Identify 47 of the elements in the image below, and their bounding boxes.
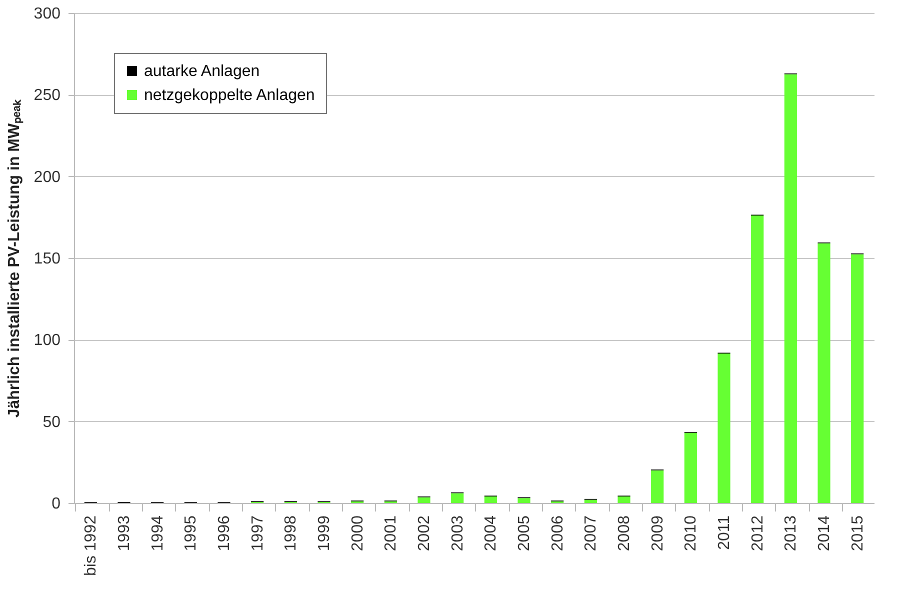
bar xyxy=(784,74,797,503)
x-tick-label: 2003 xyxy=(449,515,466,552)
x-tick-label: 2012 xyxy=(749,515,766,552)
bar xyxy=(484,496,497,503)
bar xyxy=(751,216,764,503)
x-tick-label: 2008 xyxy=(616,515,633,552)
x-tick-label: 1993 xyxy=(116,515,133,552)
x-tick-label: 2010 xyxy=(682,515,700,552)
bar xyxy=(518,498,530,503)
bar xyxy=(818,243,830,503)
x-tick-label: 2000 xyxy=(349,515,366,552)
bar xyxy=(618,496,630,503)
x-tick-label: 2004 xyxy=(482,515,500,552)
bar xyxy=(418,497,430,503)
legend-label: netzgekoppelte Anlagen xyxy=(144,87,315,104)
y-tick-label: 300 xyxy=(34,6,61,22)
bar xyxy=(451,493,464,503)
x-tick-label: 1995 xyxy=(182,515,200,552)
x-tick-label: 2009 xyxy=(649,515,666,552)
x-tick-label: 2013 xyxy=(782,515,800,552)
y-tick-label: 150 xyxy=(34,250,61,268)
bar xyxy=(718,354,730,503)
x-tick-label: 2007 xyxy=(582,515,600,552)
x-tick-label: 2005 xyxy=(516,515,533,552)
bar xyxy=(684,432,697,503)
x-tick-label: 1996 xyxy=(216,515,233,552)
y-tick-label: 100 xyxy=(34,332,61,350)
x-tick-label: 1994 xyxy=(149,515,166,552)
x-tick-label: 1999 xyxy=(316,515,333,552)
x-tick-label: 1997 xyxy=(249,515,266,552)
legend-label: autarke Anlagen xyxy=(144,63,260,80)
bar xyxy=(651,470,664,503)
y-tick-label: 250 xyxy=(34,87,61,104)
x-tick-label: 2001 xyxy=(382,515,400,552)
x-tick-label: 2015 xyxy=(849,515,866,552)
x-tick-label: 2011 xyxy=(716,515,733,550)
x-tick-label: 2002 xyxy=(416,515,433,552)
x-tick-label: 2014 xyxy=(816,515,833,552)
y-tick-label: 50 xyxy=(42,414,61,431)
x-tick-label: 1998 xyxy=(282,515,300,552)
y-tick-label: 200 xyxy=(34,168,61,186)
bar xyxy=(851,254,864,503)
y-axis-title: Jährlich installierte PV-Leistung in MWₚₑₐₖ xyxy=(6,98,24,418)
x-tick-label: 2006 xyxy=(549,515,566,552)
y-tick-label: 0 xyxy=(52,496,61,512)
x-tick-label: bis 1992 xyxy=(82,515,100,576)
bar xyxy=(584,500,597,503)
